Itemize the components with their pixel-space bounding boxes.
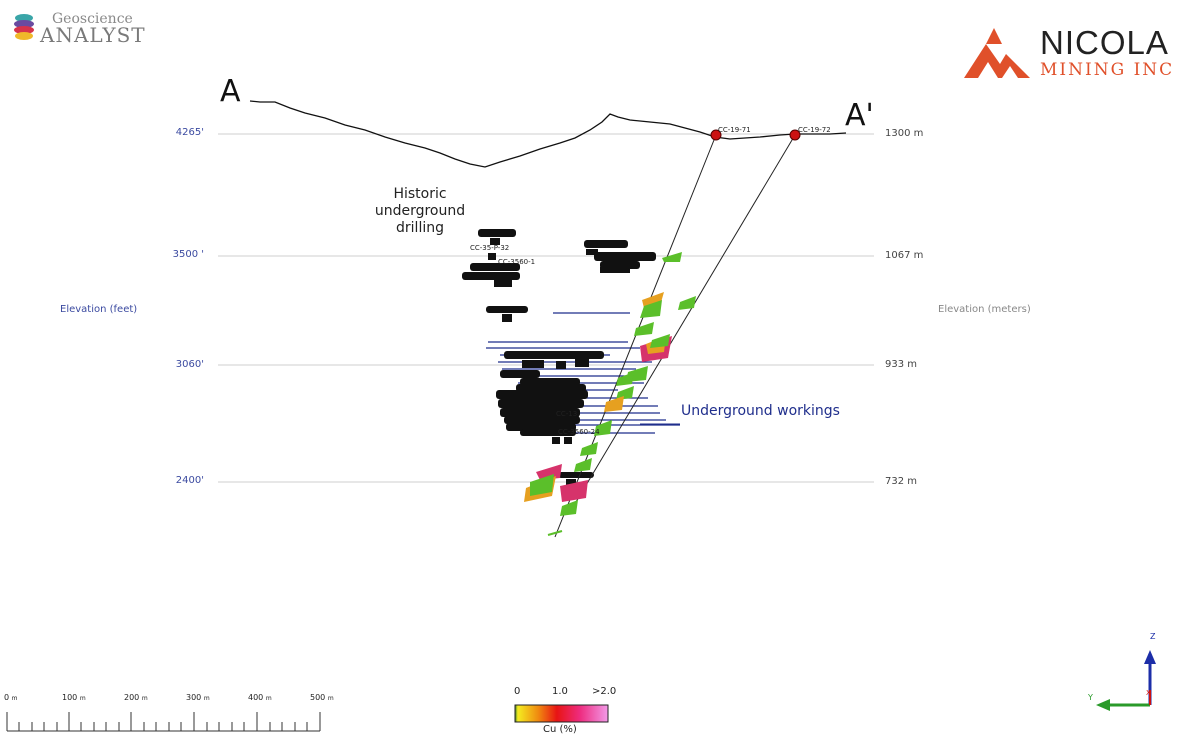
section-start-label: A	[220, 74, 241, 109]
scale-bar	[6, 712, 321, 732]
elevation-meters-1300: 1300 m	[885, 128, 924, 139]
geoscience-logo-bottom: ANALYST	[40, 23, 146, 47]
geoscience-analyst-logo: Geoscience ANALYST	[12, 11, 147, 48]
historic-annotation-line3: drilling	[396, 220, 444, 236]
cu-legend-ramp	[514, 704, 609, 723]
historic-annotation-line2: underground	[374, 203, 466, 219]
section-end-label: A'	[845, 98, 874, 133]
scale-label-0: 0 m	[4, 693, 18, 702]
historic-label-cc-3560-24: CC-3560-24	[558, 428, 600, 436]
axis-title-meters: Elevation (meters)	[938, 304, 1031, 315]
historic-label-cc-13: CC-13	[556, 410, 578, 418]
elevation-meters-1067: 1067 m	[885, 250, 924, 261]
triad-x-label: X	[1146, 689, 1151, 697]
elevation-feet-4265: 4265'	[175, 127, 204, 138]
triad-z-label: Z	[1150, 632, 1156, 641]
elevation-feet-3500: 3500 '	[172, 249, 204, 260]
historic-drill-clusters	[462, 229, 656, 487]
elevation-meters-933: 933 m	[885, 359, 918, 370]
geoscience-logo-icon	[14, 14, 34, 40]
underground-workings-annotation: Underground workings	[681, 403, 840, 419]
topography-profile	[249, 100, 847, 168]
historic-label-cc-3560-1: CC-3560-1	[498, 258, 536, 266]
orientation-triad	[1096, 650, 1156, 711]
nicola-logo-bottom: MINING INC	[1040, 60, 1175, 80]
elevation-feet-3060: 3060'	[175, 359, 204, 370]
legend-min-label: 0	[514, 686, 521, 697]
geoscience-logo-top: Geoscience	[52, 11, 133, 27]
triad-y-label: Y	[1088, 693, 1093, 702]
drillhole-label-cc-19-72: CC-19-72	[798, 126, 831, 134]
historic-drilling-annotation: Historic underground drilling	[360, 186, 480, 237]
drillhole-trace-cc-19-72	[569, 134, 796, 513]
elevation-meters-732: 732 m	[885, 476, 918, 487]
legend-title: Cu (%)	[543, 724, 577, 735]
nicola-mountain-icon	[964, 28, 1030, 78]
drillhole-label-cc-19-71: CC-19-71	[718, 126, 751, 134]
scale-label-400: 400 m	[248, 693, 272, 702]
collar-cc-19-71[interactable]	[710, 129, 722, 141]
legend-mid-label: 1.0	[552, 686, 568, 697]
legend-max-label: >2.0	[592, 686, 617, 697]
elevation-feet-2400: 2400'	[175, 475, 204, 486]
scale-label-300: 300 m	[186, 693, 210, 702]
collar-cc-19-72[interactable]	[789, 129, 801, 141]
scale-label-200: 200 m	[124, 693, 148, 702]
historic-annotation-line1: Historic	[393, 186, 447, 202]
cu-assay-intervals	[524, 252, 696, 536]
scale-label-100: 100 m	[62, 693, 86, 702]
historic-label-cc-35-p-32: CC-35-P-32	[470, 244, 510, 252]
scale-label-500: 500 m	[310, 693, 334, 702]
drillhole-trace-cc-19-71	[554, 134, 717, 538]
axis-title-feet: Elevation (feet)	[60, 304, 138, 315]
nicola-logo-top: NICOLA	[1040, 24, 1169, 61]
nicola-mining-logo: NICOLA MINING INC	[964, 24, 1184, 80]
